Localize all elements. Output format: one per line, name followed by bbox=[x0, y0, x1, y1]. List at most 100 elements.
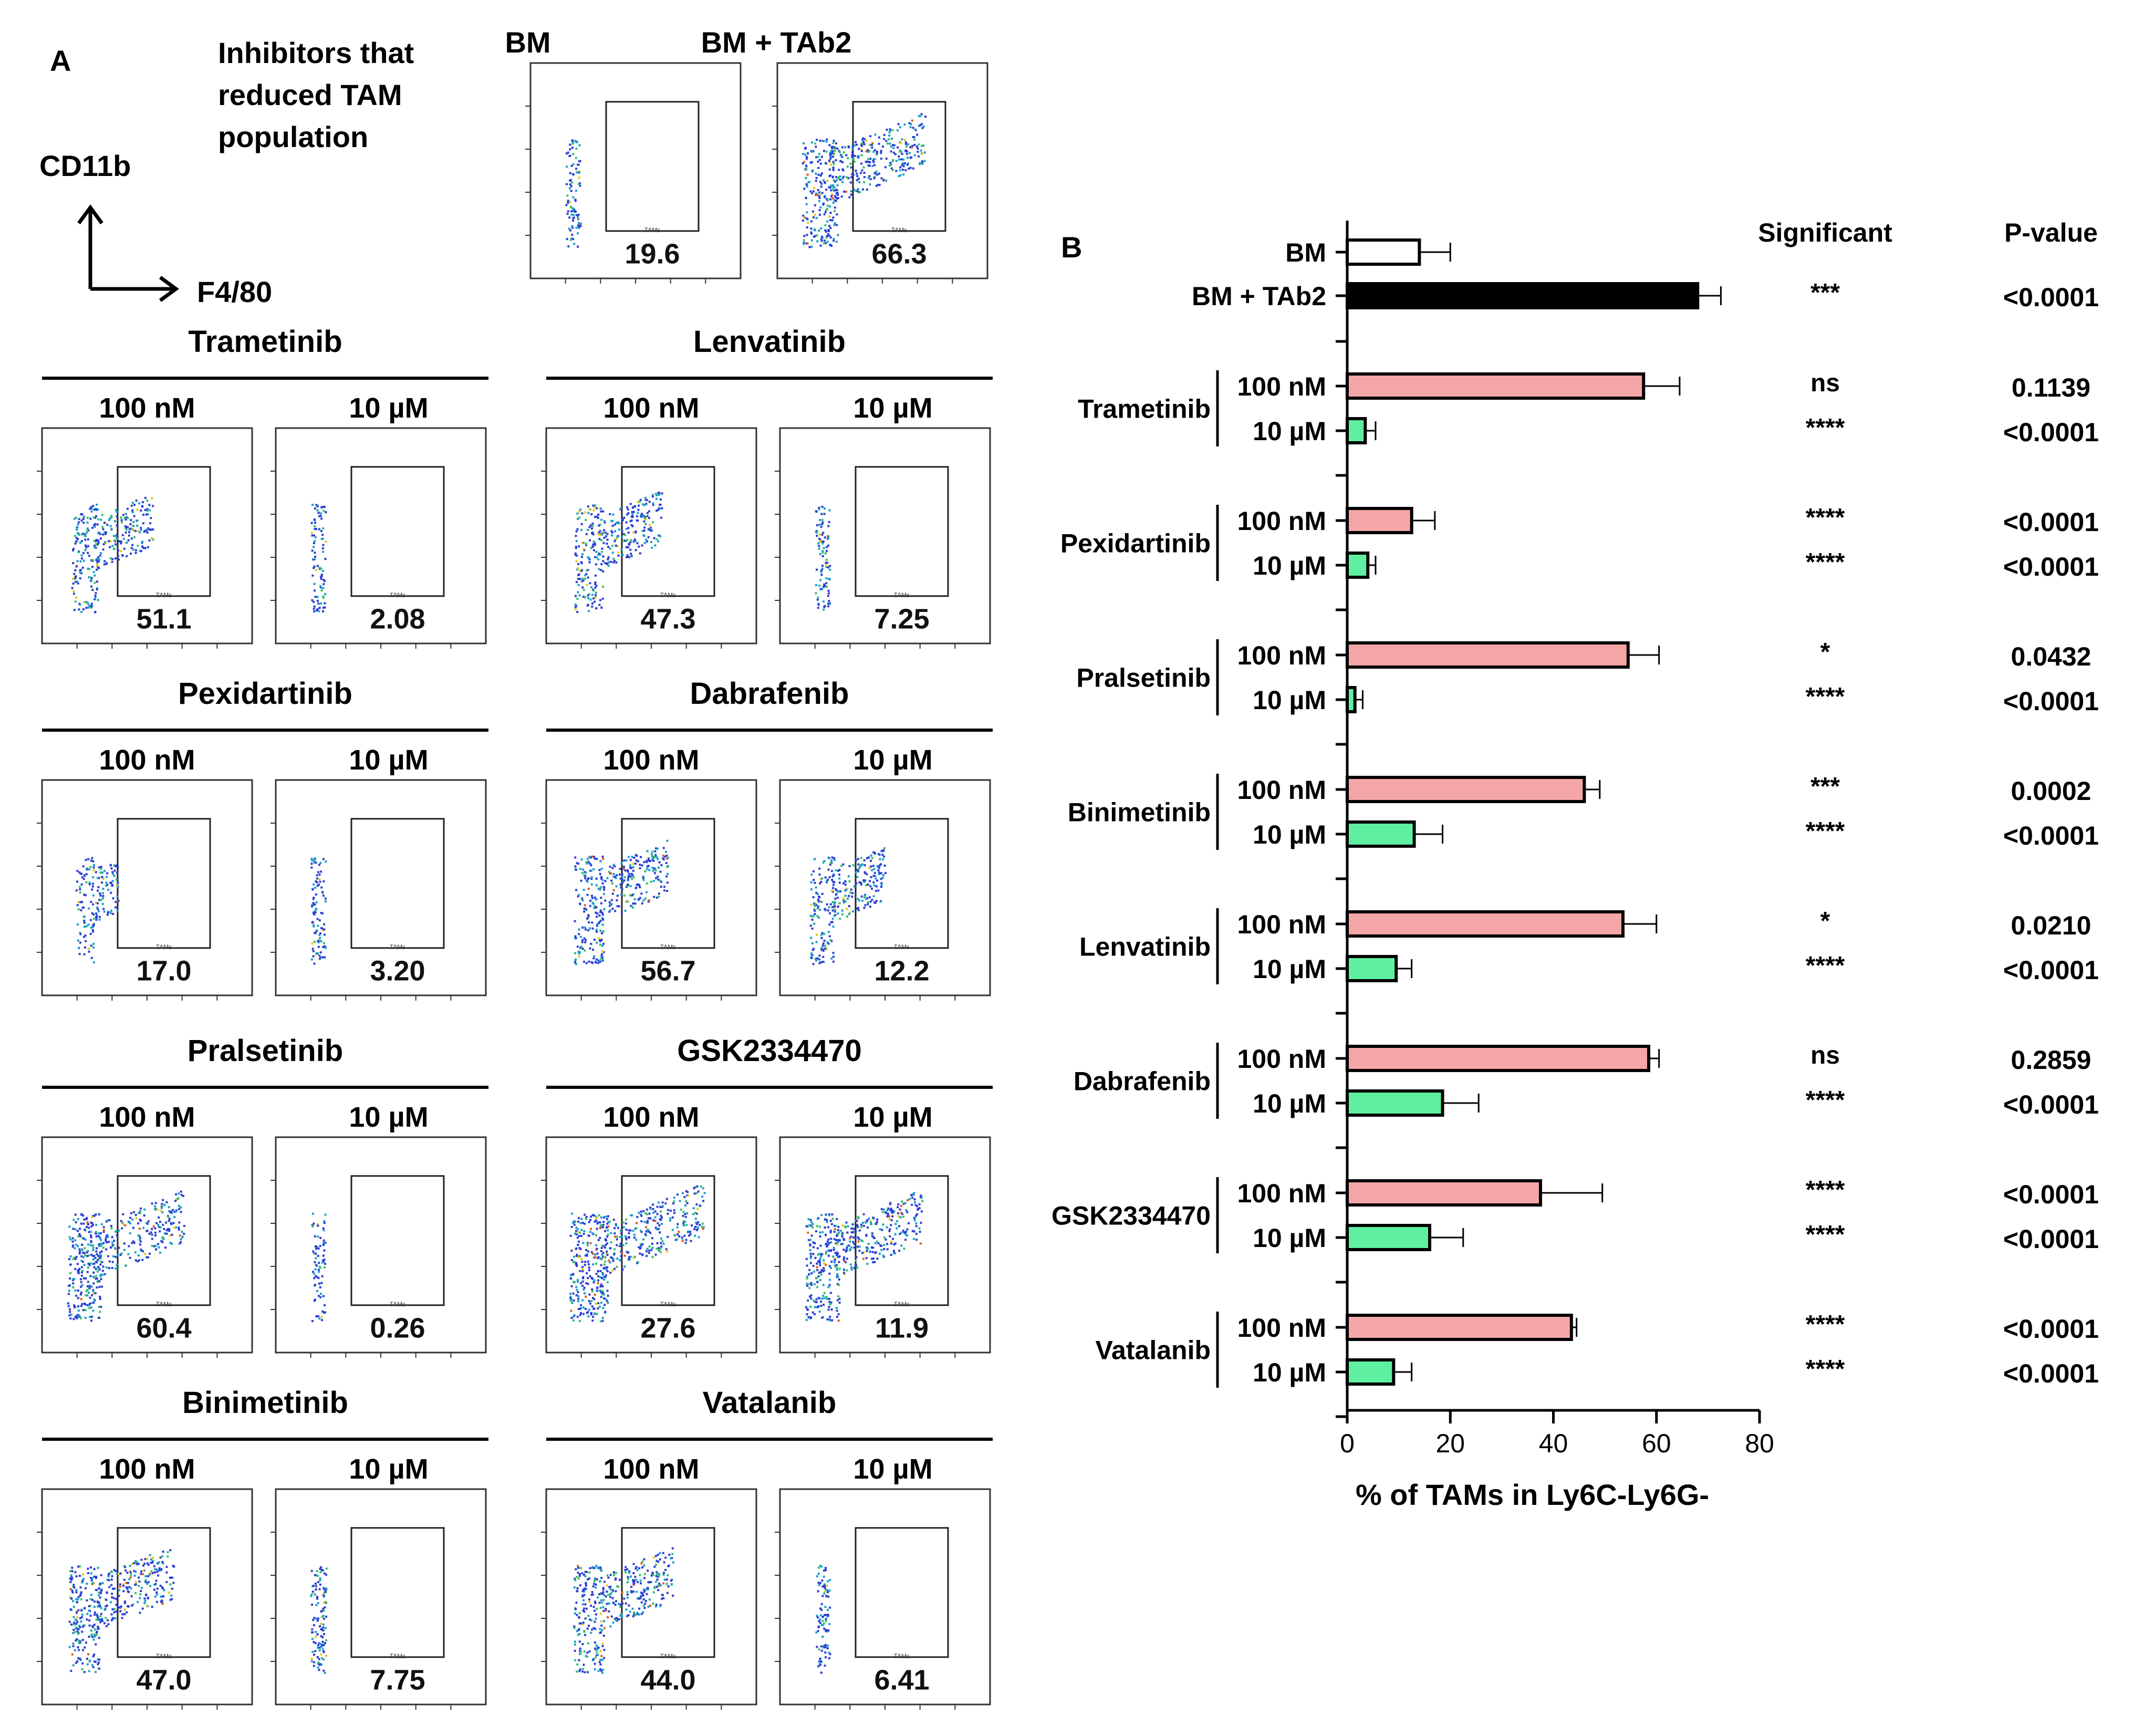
cell-dot bbox=[74, 1239, 76, 1241]
cell-dot bbox=[818, 153, 820, 155]
cell-dot bbox=[591, 606, 593, 608]
cell-dot bbox=[144, 1253, 146, 1255]
cell-dot bbox=[818, 545, 820, 547]
cell-dot bbox=[856, 179, 858, 181]
cell-dot bbox=[883, 1209, 885, 1211]
cell-dot bbox=[625, 1242, 627, 1244]
cell-dot bbox=[78, 518, 80, 520]
cell-dot bbox=[857, 1216, 859, 1218]
cell-dot bbox=[102, 888, 105, 890]
cell-dot bbox=[576, 1233, 578, 1235]
cell-dot bbox=[73, 1624, 75, 1626]
cell-dot bbox=[644, 523, 647, 525]
cell-dot bbox=[655, 1248, 658, 1250]
cell-dot bbox=[94, 547, 96, 549]
cell-dot bbox=[92, 505, 94, 507]
cell-dot bbox=[882, 874, 884, 876]
cell-dot bbox=[818, 959, 820, 961]
cell-dot bbox=[92, 876, 94, 878]
cell-dot bbox=[587, 577, 589, 579]
cell-dot bbox=[909, 152, 911, 154]
cell-dot bbox=[320, 1664, 322, 1666]
cell-dot bbox=[881, 850, 883, 852]
cell-dot bbox=[74, 1649, 76, 1651]
cell-dot bbox=[124, 1600, 126, 1603]
cell-dot bbox=[888, 134, 890, 137]
cell-dot bbox=[914, 1201, 916, 1203]
cell-dot bbox=[600, 1655, 602, 1657]
cell-dot bbox=[636, 1227, 638, 1229]
cell-dot bbox=[883, 847, 886, 849]
cell-dot bbox=[141, 540, 143, 543]
cell-dot bbox=[866, 189, 868, 191]
cell-dot bbox=[818, 548, 820, 550]
cell-dot bbox=[861, 1240, 863, 1242]
cell-dot bbox=[597, 558, 599, 560]
cell-dot bbox=[81, 557, 83, 559]
cell-dot bbox=[866, 161, 868, 163]
cell-dot bbox=[315, 596, 317, 598]
cell-dot bbox=[592, 544, 594, 546]
cell-dot bbox=[648, 1250, 650, 1252]
cell-dot bbox=[318, 1658, 320, 1660]
cell-dot bbox=[154, 1583, 157, 1585]
cell-dot bbox=[841, 195, 843, 197]
cell-dot bbox=[861, 896, 863, 898]
cell-dot bbox=[578, 176, 580, 179]
cell-dot bbox=[157, 1224, 159, 1226]
cell-dot bbox=[829, 1319, 831, 1322]
cell-dot bbox=[76, 1601, 78, 1603]
cell-dot bbox=[602, 924, 604, 926]
cell-dot bbox=[832, 956, 835, 958]
cell-dot bbox=[595, 563, 597, 565]
cell-dot bbox=[604, 562, 606, 564]
cell-dot bbox=[154, 1205, 156, 1207]
cell-dot bbox=[685, 1216, 687, 1218]
cell-dot bbox=[600, 1217, 602, 1219]
cell-dot bbox=[572, 142, 574, 144]
cell-dot bbox=[828, 1250, 830, 1252]
cell-dot bbox=[312, 888, 314, 890]
cell-dot bbox=[808, 1218, 810, 1220]
cell-dot bbox=[848, 145, 850, 148]
cell-dot bbox=[843, 1239, 845, 1241]
cell-dot bbox=[884, 166, 887, 168]
cell-dot bbox=[86, 1251, 88, 1253]
cell-dot bbox=[907, 157, 909, 159]
cell-dot bbox=[701, 1226, 703, 1228]
cell-dot bbox=[857, 858, 859, 860]
cell-dot bbox=[97, 890, 99, 892]
cell-dot bbox=[325, 860, 327, 862]
cell-dot bbox=[654, 872, 656, 874]
cell-dot bbox=[572, 220, 574, 222]
cell-dot bbox=[87, 1221, 89, 1223]
cell-dot bbox=[579, 868, 581, 870]
cell-dot bbox=[845, 880, 847, 882]
cell-dot bbox=[73, 592, 75, 595]
cell-dot bbox=[863, 1225, 865, 1227]
cell-dot bbox=[107, 889, 109, 891]
cell-dot bbox=[163, 1228, 165, 1230]
cell-dot bbox=[589, 539, 591, 542]
cell-dot bbox=[315, 1245, 317, 1248]
cell-dot bbox=[127, 1605, 129, 1607]
cell-dot bbox=[604, 1261, 606, 1263]
cell-dot bbox=[147, 1223, 149, 1225]
cell-dot bbox=[911, 1197, 913, 1199]
cell-dot bbox=[613, 1232, 616, 1234]
cell-dot bbox=[573, 163, 575, 165]
cell-dot bbox=[602, 930, 605, 932]
cell-dot bbox=[595, 587, 597, 589]
cell-dot bbox=[600, 902, 602, 905]
cell-dot bbox=[149, 539, 151, 542]
cell-dot bbox=[828, 144, 830, 146]
cell-dot bbox=[915, 1222, 917, 1224]
cell-dot bbox=[322, 583, 325, 585]
gate-label: TAMs bbox=[660, 1301, 676, 1308]
cell-dot bbox=[603, 889, 605, 891]
cell-dot bbox=[620, 1232, 622, 1234]
cell-dot bbox=[632, 863, 634, 865]
cell-dot bbox=[320, 871, 322, 873]
cell-dot bbox=[180, 1241, 182, 1243]
